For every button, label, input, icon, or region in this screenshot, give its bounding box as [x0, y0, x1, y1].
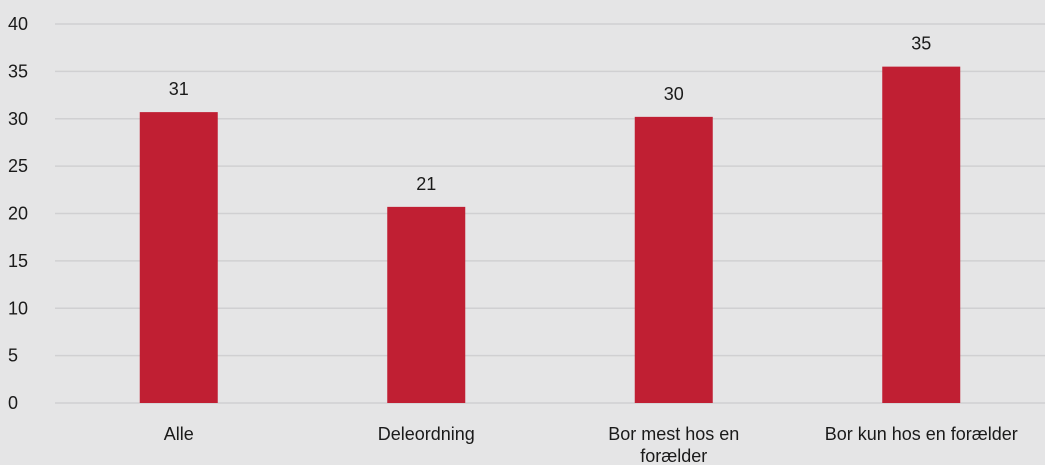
bars	[139, 66, 961, 404]
y-tick-label: 20	[8, 204, 28, 224]
x-axis-categories: Alle Deleordning Bor mest hos en forælder Bo…	[164, 424, 1018, 465]
data-label: 21	[416, 174, 436, 194]
y-tick-label: 30	[8, 109, 28, 129]
bar	[139, 112, 218, 404]
category-label: Bor mest hos en	[608, 424, 739, 444]
bar	[634, 116, 713, 403]
y-tick-label: 40	[8, 14, 28, 34]
data-label: 30	[664, 84, 684, 104]
y-axis-ticks: 0 5 10 15 20 25 30 35 40	[8, 14, 28, 413]
category-label: forælder	[640, 446, 707, 465]
y-tick-label: 10	[8, 298, 28, 318]
bar	[882, 66, 961, 403]
y-tick-label: 25	[8, 156, 28, 176]
y-tick-label: 0	[8, 393, 18, 413]
category-label: Bor kun hos en forælder	[825, 424, 1018, 444]
data-label: 35	[911, 34, 931, 54]
category-label: Alle	[164, 424, 194, 444]
y-tick-label: 5	[8, 346, 18, 366]
category-label: Deleordning	[378, 424, 475, 444]
data-label: 31	[169, 79, 189, 99]
bar	[387, 206, 466, 403]
y-tick-label: 15	[8, 251, 28, 271]
grid-lines	[55, 23, 1045, 404]
y-tick-label: 35	[8, 61, 28, 81]
data-labels: 31 21 30 35	[169, 34, 932, 194]
